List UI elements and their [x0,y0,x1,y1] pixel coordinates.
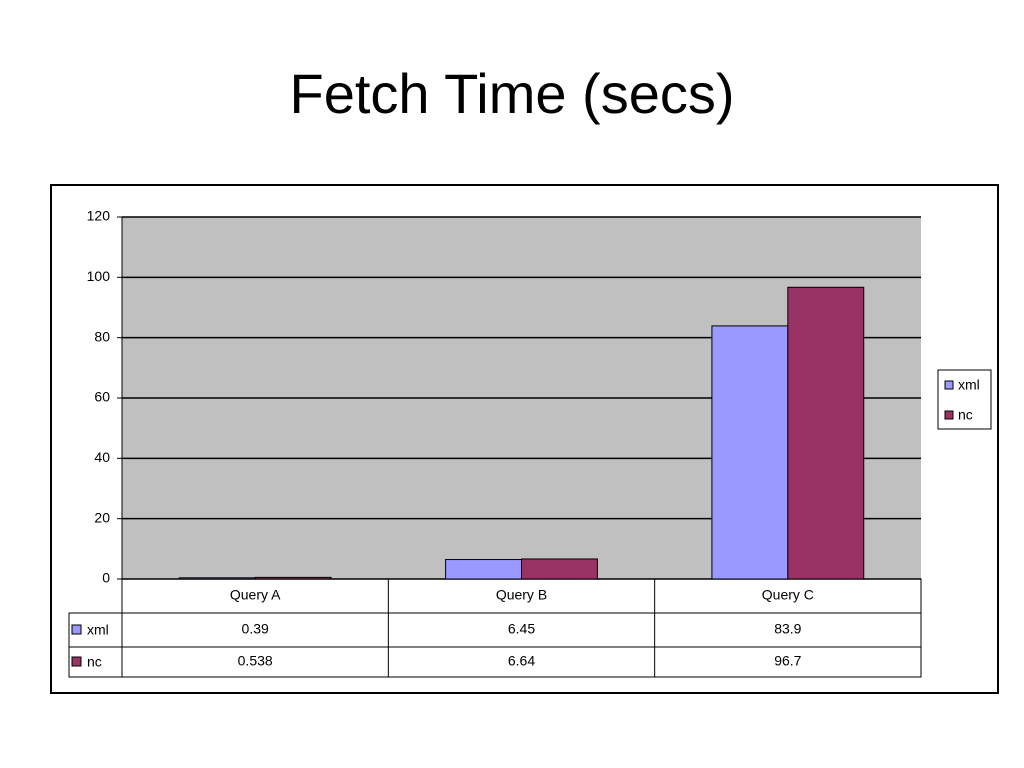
y-tick-label: 40 [94,449,110,465]
bar [787,286,865,580]
table-legend-key [71,656,82,667]
y-tick-label: 120 [87,208,111,224]
table-cell: 0.538 [238,653,273,669]
legend-key [944,410,954,420]
y-tick-label: 80 [94,328,110,344]
table-cell: 0.39 [242,621,269,637]
legend-label: nc [958,407,973,423]
bar [521,558,598,580]
table-series-label: xml [87,622,109,638]
table-legend-key [71,624,82,635]
x-tick-label: Query A [230,587,281,603]
table-cell: 6.45 [508,621,535,637]
x-tick-label: Query B [496,587,547,603]
table-cell: 6.64 [508,653,535,669]
x-tick-label: Query C [762,587,814,603]
bar [711,325,789,580]
legend-label: xml [958,377,980,393]
y-tick-label: 20 [94,509,110,525]
data-table-frame [68,612,922,678]
table-cell: 83.9 [774,621,801,637]
bar [445,559,522,580]
legend-key [944,380,954,390]
y-tick-label: 0 [102,570,110,586]
y-tick-label: 60 [94,389,110,405]
table-series-label: nc [87,654,102,670]
table-cell: 96.7 [774,653,801,669]
chart-title: Fetch Time (secs) [290,62,735,125]
y-tick-label: 100 [87,268,111,284]
